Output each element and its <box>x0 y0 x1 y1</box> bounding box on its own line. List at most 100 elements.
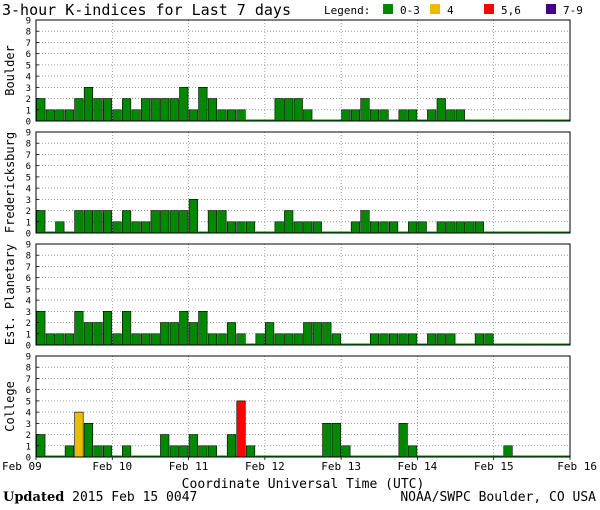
k-index-bar <box>350 109 361 122</box>
k-index-bar <box>131 109 141 122</box>
y-tick-label: 5 <box>26 173 31 183</box>
k-index-bar <box>360 210 370 234</box>
y-tick-label: 6 <box>26 274 31 284</box>
k-index-bar <box>245 445 256 458</box>
k-index-bar <box>283 455 294 457</box>
k-index-bar <box>427 333 437 346</box>
x-axis-label: Coordinate Universal Time (UTC) <box>182 477 425 492</box>
k-index-bar <box>179 210 189 234</box>
k-index-bar <box>255 119 265 121</box>
k-index-bar <box>55 221 65 234</box>
chart-title: 3-hour K-indices for Last 7 days <box>2 1 291 19</box>
k-index-bar <box>140 455 151 457</box>
k-index-bar <box>255 231 265 233</box>
k-index-bar <box>245 119 256 121</box>
y-tick-label: 3 <box>26 196 31 206</box>
k-index-bar <box>341 231 351 233</box>
k-index-bar <box>331 333 341 346</box>
k-index-bar <box>293 221 303 234</box>
k-index-bar <box>198 231 208 233</box>
y-tick-label: 0 <box>26 230 31 240</box>
k-index-bar <box>236 221 246 234</box>
k-index-bar <box>541 343 551 345</box>
k-index-bar <box>150 98 160 122</box>
k-index-bar <box>102 311 113 346</box>
k-index-bar <box>512 119 523 121</box>
k-index-bar <box>64 445 74 458</box>
k-index-bar <box>198 311 208 346</box>
k-index-bar <box>179 311 189 346</box>
k-index-bar <box>408 333 418 346</box>
k-index-bar <box>465 221 475 234</box>
k-index-bar <box>446 221 456 234</box>
k-index-bar <box>303 109 313 122</box>
k-index-bar <box>112 455 122 457</box>
k-index-bar <box>436 98 446 122</box>
k-index-bar <box>188 434 198 458</box>
k-index-bar <box>179 445 189 458</box>
k-index-bar <box>226 221 237 234</box>
k-index-bar <box>493 119 504 121</box>
k-index-bar <box>388 455 399 457</box>
k-index-bar <box>417 221 427 234</box>
y-tick-label: 2 <box>26 95 31 105</box>
k-index-bar <box>122 210 132 234</box>
k-index-bar <box>207 445 217 458</box>
k-index-bar <box>312 455 323 457</box>
station-label: Est. Planetary <box>3 244 17 345</box>
k-index-bar <box>312 322 322 346</box>
k-index-bar <box>122 445 132 458</box>
k-index-bar <box>255 455 265 457</box>
y-tick-label: 9 <box>26 129 31 139</box>
k-index-bar <box>264 455 275 457</box>
k-index-bar <box>312 221 322 234</box>
k-index-bar <box>408 445 418 458</box>
y-tick-label: 8 <box>26 252 31 262</box>
y-tick-label: 7 <box>26 39 31 49</box>
k-index-bar <box>160 322 170 346</box>
y-tick-label: 0 <box>26 342 31 352</box>
y-tick-label: 6 <box>26 386 31 396</box>
k-index-bar <box>436 455 447 457</box>
k-index-bar <box>465 119 475 121</box>
legend-swatch <box>546 4 556 14</box>
k-index-bar <box>522 119 532 121</box>
station-label: Fredericksburg <box>3 132 17 233</box>
k-index-bar <box>55 455 65 457</box>
k-index-bar <box>160 434 170 458</box>
y-tick-label: 4 <box>26 185 31 195</box>
k-index-bar <box>522 455 532 457</box>
k-index-bar <box>341 343 351 345</box>
k-index-bar <box>550 343 561 345</box>
k-index-bar <box>264 119 275 121</box>
k-index-bar <box>83 87 94 122</box>
k-index-bar <box>83 210 94 234</box>
k-index-bar <box>379 221 389 234</box>
k-index-bar <box>484 333 494 346</box>
k-index-bar <box>169 210 179 234</box>
k-index-bar <box>293 455 303 457</box>
y-tick-label: 1 <box>26 330 31 340</box>
k-index-bar <box>131 333 141 346</box>
updated-value: 2015 Feb 15 0047 <box>72 490 198 505</box>
k-index-bar <box>531 455 542 457</box>
k-index-bar <box>331 119 342 121</box>
k-index-bar <box>45 455 56 457</box>
y-tick-label: 7 <box>26 375 31 385</box>
legend-item-label: 4 <box>447 4 454 17</box>
k-index-bar <box>160 210 170 234</box>
k-index-bar <box>531 231 542 233</box>
y-tick-label: 9 <box>26 17 31 27</box>
legend-item-label: 0-3 <box>400 4 420 17</box>
k-index-bar <box>360 455 370 457</box>
k-index-bar <box>179 87 189 122</box>
k-index-bar <box>217 210 227 234</box>
k-index-bar <box>512 455 523 457</box>
k-index-bar <box>284 333 294 346</box>
k-index-bar <box>93 322 103 346</box>
k-index-bar <box>417 455 427 457</box>
k-index-bar <box>236 109 246 122</box>
k-index-bar <box>369 109 380 122</box>
